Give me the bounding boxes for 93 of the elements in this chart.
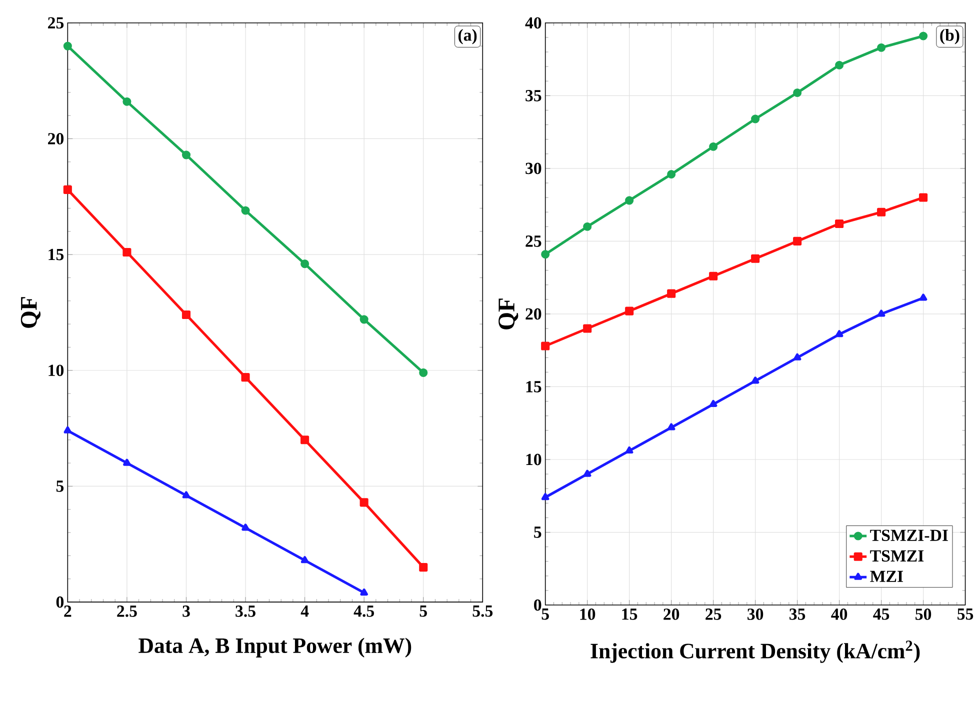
- point: [541, 341, 550, 350]
- point: [793, 88, 802, 97]
- y-tick-label: 5: [56, 480, 64, 492]
- x-tick-label: 20: [664, 608, 680, 620]
- point: [360, 314, 368, 324]
- x-axis-title: Injection Current Density (kA/cm$^{2}$): [590, 640, 920, 663]
- x-tick-label: 5: [420, 605, 427, 617]
- point: [835, 60, 844, 70]
- y-tick-label: 15: [48, 248, 64, 260]
- point: [835, 219, 844, 228]
- point: [583, 324, 592, 333]
- point: [751, 114, 760, 123]
- point: [919, 193, 928, 202]
- point: [123, 458, 131, 466]
- x-tick-label: 5.5: [472, 605, 493, 617]
- x-tick-label: 4.5: [354, 605, 374, 617]
- point: [360, 588, 368, 596]
- x-tick-label: 35: [790, 608, 806, 620]
- y-tick-label: 0: [534, 599, 542, 610]
- y-tick-label: 5: [534, 526, 542, 538]
- x-tick-label: 25: [706, 608, 722, 620]
- point: [877, 43, 886, 52]
- x-tick-label: 45: [873, 608, 890, 620]
- point: [242, 523, 250, 530]
- x-tick-label: 30: [748, 608, 764, 620]
- point: [300, 556, 309, 563]
- x-tick-label: 15: [622, 608, 638, 620]
- point: [122, 97, 132, 106]
- point: [182, 490, 190, 498]
- y-tick-label: 10: [526, 454, 542, 465]
- point: [667, 422, 676, 430]
- annotation: (b): [940, 28, 960, 44]
- x-tick-label: 3: [182, 605, 190, 617]
- point: [241, 206, 250, 215]
- point: [541, 492, 550, 500]
- point: [919, 293, 928, 300]
- point: [241, 372, 250, 382]
- y-tick-label: 0: [56, 596, 64, 608]
- y-tick-label: 10: [48, 364, 64, 376]
- point: [793, 353, 802, 360]
- legend-label: MZI: [870, 570, 903, 582]
- point: [182, 310, 191, 319]
- x-tick-label: 4: [300, 605, 309, 616]
- point: [877, 309, 886, 317]
- legend-label: TSMZI: [870, 550, 924, 562]
- x-tick-label: 3.5: [236, 605, 256, 617]
- point: [122, 248, 132, 256]
- x-tick-label: 10: [580, 608, 596, 620]
- point: [300, 435, 310, 444]
- legend-label: TSMZI-DI: [870, 529, 948, 541]
- point: [419, 368, 428, 377]
- point: [793, 236, 802, 246]
- y-tick-label: 25: [526, 235, 542, 247]
- x-tick-label: 55: [958, 608, 974, 620]
- y-tick-label: 20: [48, 132, 64, 144]
- point: [667, 170, 676, 178]
- y-tick-label: 35: [526, 90, 542, 102]
- point: [877, 208, 886, 216]
- point: [583, 470, 592, 477]
- x-tick-label: 2.5: [117, 605, 137, 617]
- x-tick-label: 5: [542, 608, 549, 620]
- point: [751, 376, 760, 384]
- y-tick-label: 15: [526, 380, 542, 392]
- point: [625, 196, 634, 204]
- x-tick-label: 50: [916, 608, 932, 620]
- y-axis-title: QF: [498, 298, 518, 330]
- y-axis-title: QF: [20, 296, 41, 328]
- y-tick-label: 20: [526, 308, 542, 320]
- y-tick-label: 40: [525, 16, 542, 28]
- point: [751, 254, 760, 263]
- point: [709, 142, 718, 151]
- point: [541, 250, 550, 258]
- point: [709, 400, 718, 407]
- annotation: (a): [458, 28, 477, 44]
- point: [64, 426, 72, 434]
- y-tick-label: 25: [48, 16, 64, 28]
- point: [360, 498, 368, 506]
- point: [835, 330, 844, 337]
- point: [419, 562, 428, 572]
- x-tick-label: 40: [831, 608, 848, 620]
- point: [300, 259, 310, 268]
- x-tick-label: 2: [64, 605, 72, 616]
- point: [583, 222, 592, 231]
- point: [667, 289, 676, 298]
- point: [625, 306, 634, 316]
- point: [182, 150, 191, 159]
- point: [919, 31, 928, 40]
- y-tick-label: 30: [526, 162, 542, 174]
- point: [63, 42, 72, 50]
- point: [63, 185, 72, 194]
- point: [709, 272, 718, 280]
- point: [625, 446, 634, 454]
- x-axis-title: Data A, B Input Power (mW): [138, 637, 412, 658]
